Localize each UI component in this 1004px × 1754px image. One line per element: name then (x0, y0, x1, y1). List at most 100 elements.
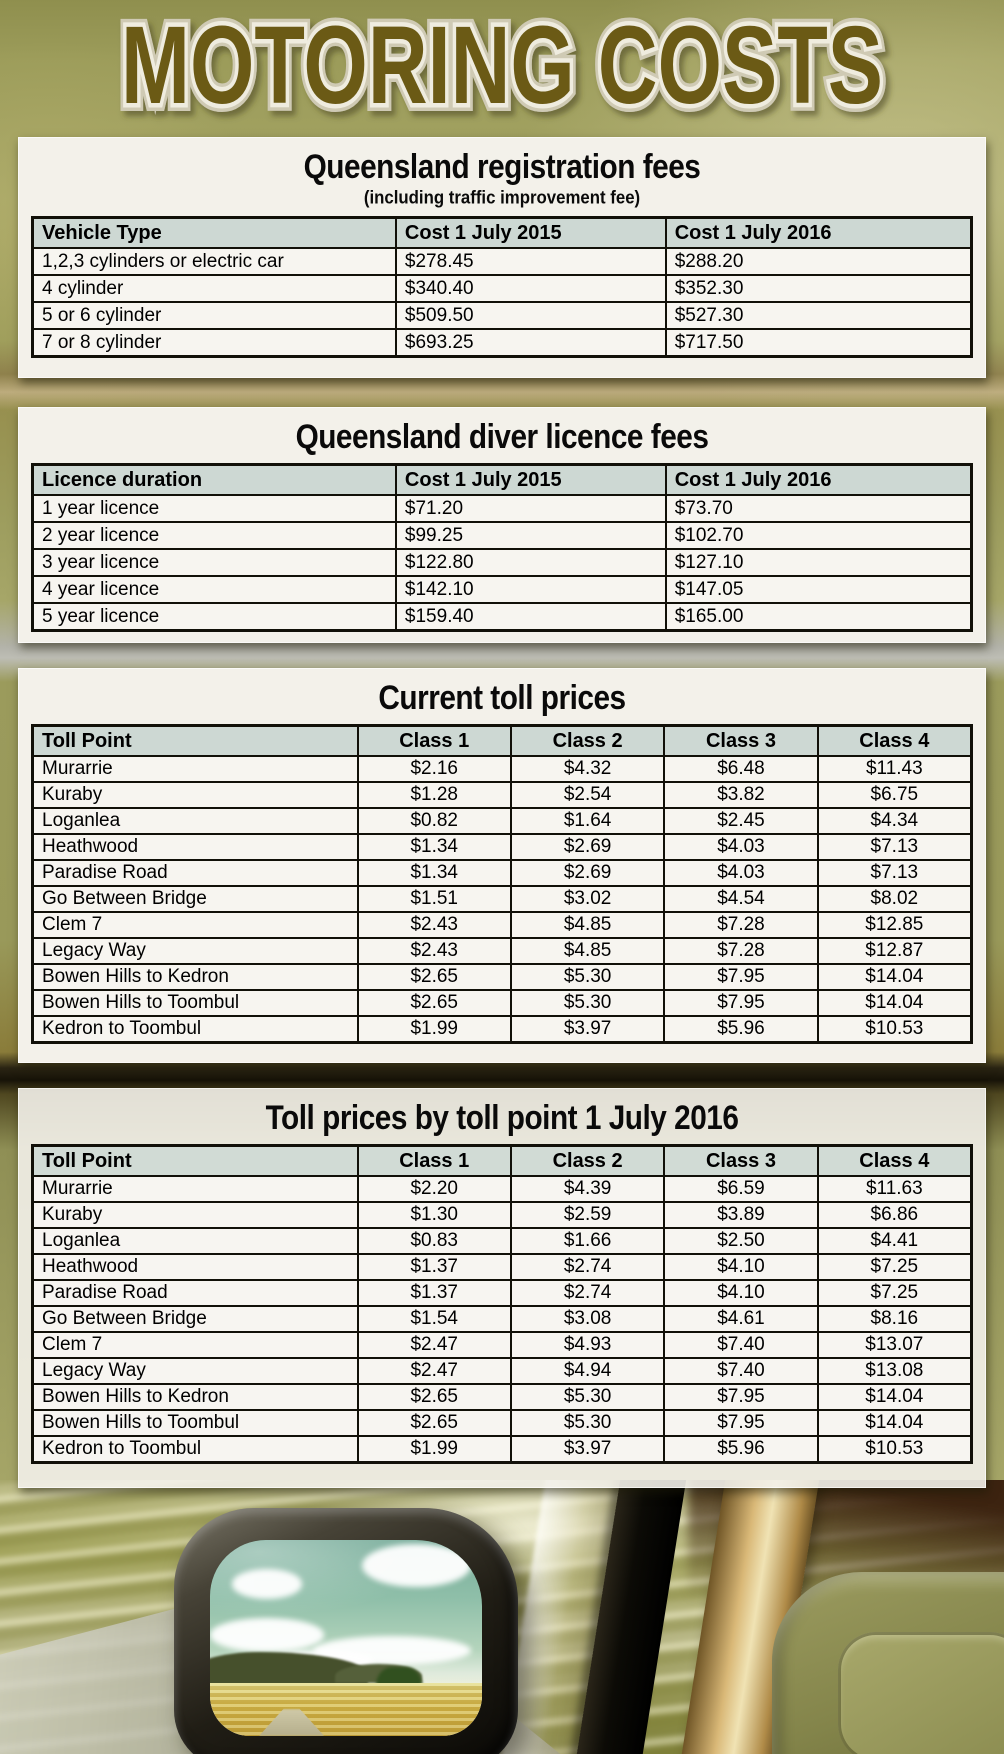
table-cell: $2.47 (356, 1331, 512, 1359)
table-cell: $1.28 (356, 781, 512, 809)
table-cell: $3.89 (663, 1201, 819, 1229)
table-cell: $7.25 (816, 1253, 973, 1281)
table-cell: Paradise Road (31, 1279, 359, 1307)
table-cell: $159.40 (394, 602, 667, 632)
table-cell: $10.53 (816, 1435, 973, 1464)
table-cell: $7.28 (663, 937, 819, 965)
table-row: Clem 7 $2.47 $4.93 $7.40 $13.07 (31, 1331, 973, 1359)
tolls-2016-table: Toll Point Class 1 Class 2 Class 3 Class 4 Mu… (31, 1144, 973, 1464)
table-cell: $4.34 (816, 807, 973, 835)
table-cell: Bowen Hills to Toombul (31, 1409, 359, 1437)
cloud (362, 1543, 472, 1588)
table-row: Legacy Way $2.43 $4.85 $7.28 $12.87 (31, 937, 973, 965)
table-cell: $6.59 (663, 1175, 819, 1203)
table-cell: $142.10 (394, 575, 667, 604)
table-cell: $7.95 (663, 1383, 819, 1411)
table-cell: 4 cylinder (31, 274, 397, 303)
table-cell: $3.97 (509, 1435, 666, 1464)
table-cell: $5.30 (509, 1409, 666, 1437)
header-row: Toll Point Class 1 Class 2 Class 3 Class 4 (31, 1144, 973, 1177)
table-cell: Bowen Hills to Kedron (31, 963, 359, 991)
panel-title: Toll prices by toll point 1 July 2016 (265, 1098, 739, 1137)
panel-title: Current toll prices (378, 678, 626, 717)
table-cell: $7.40 (663, 1357, 819, 1385)
table-cell: $4.54 (663, 885, 819, 913)
table-cell: $4.32 (509, 755, 666, 783)
table-cell: $2.65 (356, 989, 512, 1017)
table-row: 1,2,3 cylinders or electric car $278.45 $2… (31, 247, 973, 276)
table-cell: $1.99 (356, 1435, 512, 1464)
table-cell: Go Between Bridge (31, 885, 359, 913)
column-header: Class 4 (816, 1144, 973, 1177)
table-cell: $693.25 (394, 328, 667, 358)
table-cell: $5.30 (509, 1383, 666, 1411)
table-cell: $2.65 (356, 1409, 512, 1437)
table-cell: $1.51 (356, 885, 512, 913)
table-cell: $102.70 (664, 521, 973, 550)
table-cell: Murarrie (31, 755, 359, 783)
table-cell: $5.30 (509, 963, 666, 991)
table-cell: Heathwood (31, 833, 359, 861)
table-row: Kuraby $1.28 $2.54 $3.82 $6.75 (31, 781, 973, 809)
table-cell: $3.02 (509, 885, 666, 913)
table-cell: $1.54 (356, 1305, 512, 1333)
table-cell: $3.82 (663, 781, 819, 809)
table-row: 4 year licence $142.10 $147.05 (31, 575, 973, 604)
table-cell: $4.85 (509, 937, 666, 965)
tolls-2016-panel: Toll prices by toll point 1 July 2016 To… (18, 1088, 986, 1488)
table-cell: $278.45 (394, 247, 667, 276)
licence-fees-table: Licence duration Cost 1 July 2015 Cost 1 J… (31, 463, 973, 632)
column-header: Class 1 (356, 724, 512, 757)
table-cell: $11.43 (816, 755, 973, 783)
table-cell: $12.85 (816, 911, 973, 939)
table-cell: $2.69 (509, 833, 666, 861)
column-header: Class 2 (509, 724, 666, 757)
table-row: Clem 7 $2.43 $4.85 $7.28 $12.85 (31, 911, 973, 939)
cloud (210, 1618, 325, 1652)
panel-subtitle: (including traffic improvement fee) (363, 186, 641, 208)
table-cell: $4.93 (509, 1331, 666, 1359)
table-cell: $14.04 (816, 963, 973, 991)
page-title-art: MOTORING COSTS MOTORING COSTS (113, 0, 891, 135)
table-cell: $0.82 (356, 807, 512, 835)
table-cell: $1.64 (509, 807, 666, 835)
table-row: Bowen Hills to Toombul $2.65 $5.30 $7.95 $14… (31, 1409, 973, 1437)
table-cell: 1 year licence (31, 494, 397, 523)
table-cell: $2.59 (509, 1201, 666, 1229)
table-row: 7 or 8 cylinder $693.25 $717.50 (31, 328, 973, 358)
table-cell: $1.99 (356, 1015, 512, 1044)
column-header: Class 4 (816, 724, 973, 757)
table-cell: $165.00 (664, 602, 973, 632)
table-cell: $4.85 (509, 911, 666, 939)
table-cell: $5.96 (663, 1435, 819, 1464)
table-cell: $352.30 (664, 274, 973, 303)
panel-title: Queensland diver licence fees (295, 417, 709, 456)
table-cell: $5.96 (663, 1015, 819, 1044)
table-cell: $2.65 (356, 963, 512, 991)
table-cell: Go Between Bridge (31, 1305, 359, 1333)
table-cell: $2.43 (356, 911, 512, 939)
column-header: Licence duration (31, 463, 397, 496)
table-cell: $7.95 (663, 1409, 819, 1437)
table-cell: $8.02 (816, 885, 973, 913)
table-cell: Clem 7 (31, 911, 359, 939)
table-cell: $1.34 (356, 833, 512, 861)
table-cell: $71.20 (394, 494, 667, 523)
table-cell: $7.25 (816, 1279, 973, 1307)
table-row: Murarrie $2.20 $4.39 $6.59 $11.63 (31, 1175, 973, 1203)
table-cell: $4.03 (663, 833, 819, 861)
table-cell: 5 year licence (31, 602, 397, 632)
mirror-glare (210, 1540, 482, 1736)
column-header: Vehicle Type (31, 216, 397, 249)
header-row: Vehicle Type Cost 1 July 2015 Cost 1 July … (31, 216, 973, 249)
table-cell: $7.13 (816, 859, 973, 887)
table-row: Murarrie $2.16 $4.32 $6.48 $11.43 (31, 755, 973, 783)
table-row: Kedron to Toombul $1.99 $3.97 $5.96 $10.53 (31, 1015, 973, 1044)
driving-photo (0, 1480, 1004, 1754)
table-cell: Bowen Hills to Toombul (31, 989, 359, 1017)
table-cell: $1.66 (509, 1227, 666, 1255)
table-row: 5 year licence $159.40 $165.00 (31, 602, 973, 632)
table-cell: $4.10 (663, 1253, 819, 1281)
table-cell: $1.30 (356, 1201, 512, 1229)
